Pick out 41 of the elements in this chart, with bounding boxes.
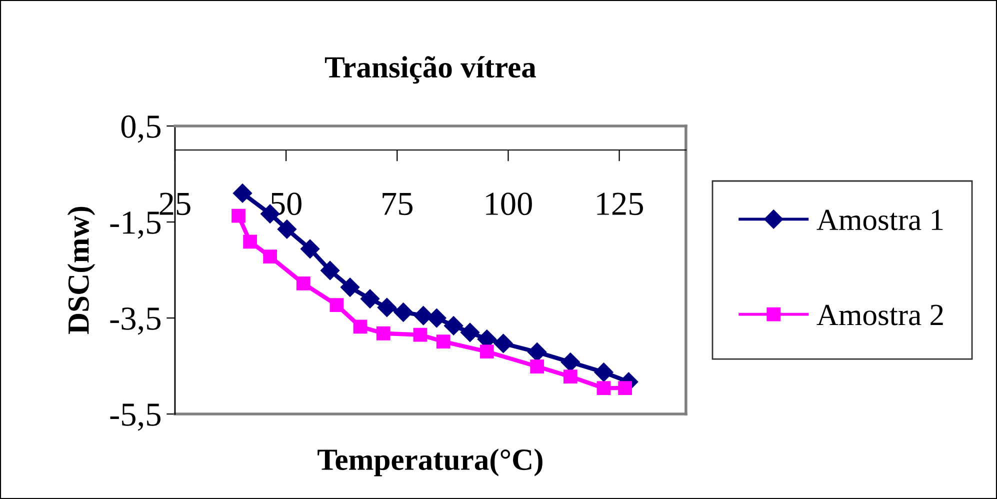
x-tick-label: 125 [597,192,643,216]
x-tick-label: 100 [486,192,532,216]
point [444,316,464,336]
y-tick-label: 0,5 [121,115,160,143]
x-axis-title: Temperatura(°C) [318,448,542,476]
point [360,289,380,308]
point [530,360,544,374]
point [594,362,614,382]
point [232,184,252,203]
point [427,308,446,328]
point [320,260,340,280]
point [340,278,360,297]
point [494,334,513,353]
point [376,326,390,340]
point [330,298,344,312]
chart-title: Transição vítrea [324,56,536,84]
point [296,276,310,290]
y-axis-title: DSC(mw) [67,206,96,334]
point [232,208,246,223]
point [563,370,578,384]
point [414,306,433,326]
point [480,344,494,359]
point [413,328,428,342]
x-tick-label: 75 [382,192,412,216]
point [300,239,320,258]
point [353,320,368,334]
point [394,302,413,322]
point [277,220,296,239]
legend-label: Amostra 2 [816,304,943,326]
point [436,334,450,348]
y-tick-label: -3,5 [110,308,160,335]
point [618,381,632,396]
y-tick-label: -5,5 [110,404,160,431]
point [263,250,277,264]
y-tick-label: -1,5 [110,212,160,239]
point [560,352,580,372]
legend-label: Amostra 1 [816,210,943,230]
point [596,381,611,396]
point [377,298,396,317]
point [243,234,258,249]
point [460,322,480,342]
